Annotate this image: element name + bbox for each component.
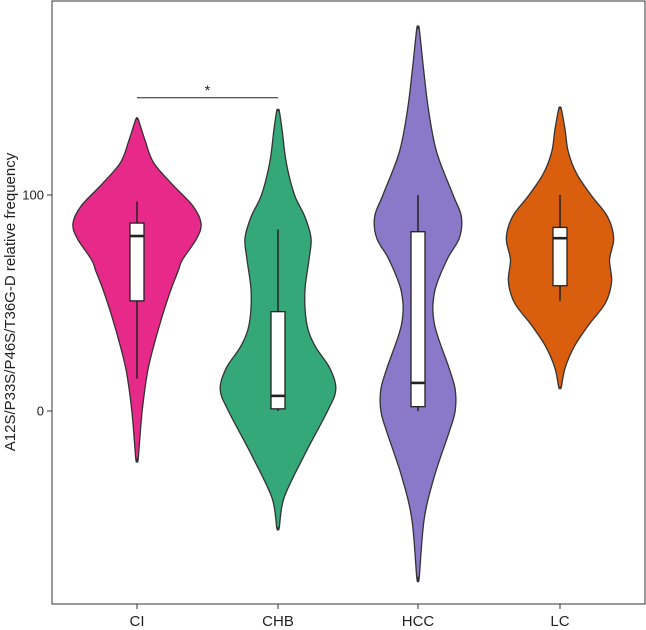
y-tick-label: 0 — [37, 404, 44, 419]
box-chb — [270, 310, 286, 410]
x-tick-label-lc: LC — [550, 613, 569, 630]
x-axis: CI CHB HCC LC — [130, 604, 570, 630]
x-tick-label-ci: CI — [130, 613, 145, 630]
x-tick-label-chb: CHB — [262, 613, 294, 630]
box-layer — [129, 195, 568, 411]
y-axis-title: A12S/P33S/P46S/T36G-D relative frequency — [2, 152, 19, 451]
box-ci — [129, 222, 145, 302]
x-tick-label-hcc: HCC — [402, 613, 435, 630]
y-tick-label: 100 — [22, 188, 44, 203]
box-lc — [552, 226, 568, 287]
annotation-layer: * — [137, 82, 278, 99]
y-axis: 0 100 — [22, 188, 52, 419]
significance-label: * — [205, 82, 211, 98]
box-hcc — [410, 231, 426, 408]
